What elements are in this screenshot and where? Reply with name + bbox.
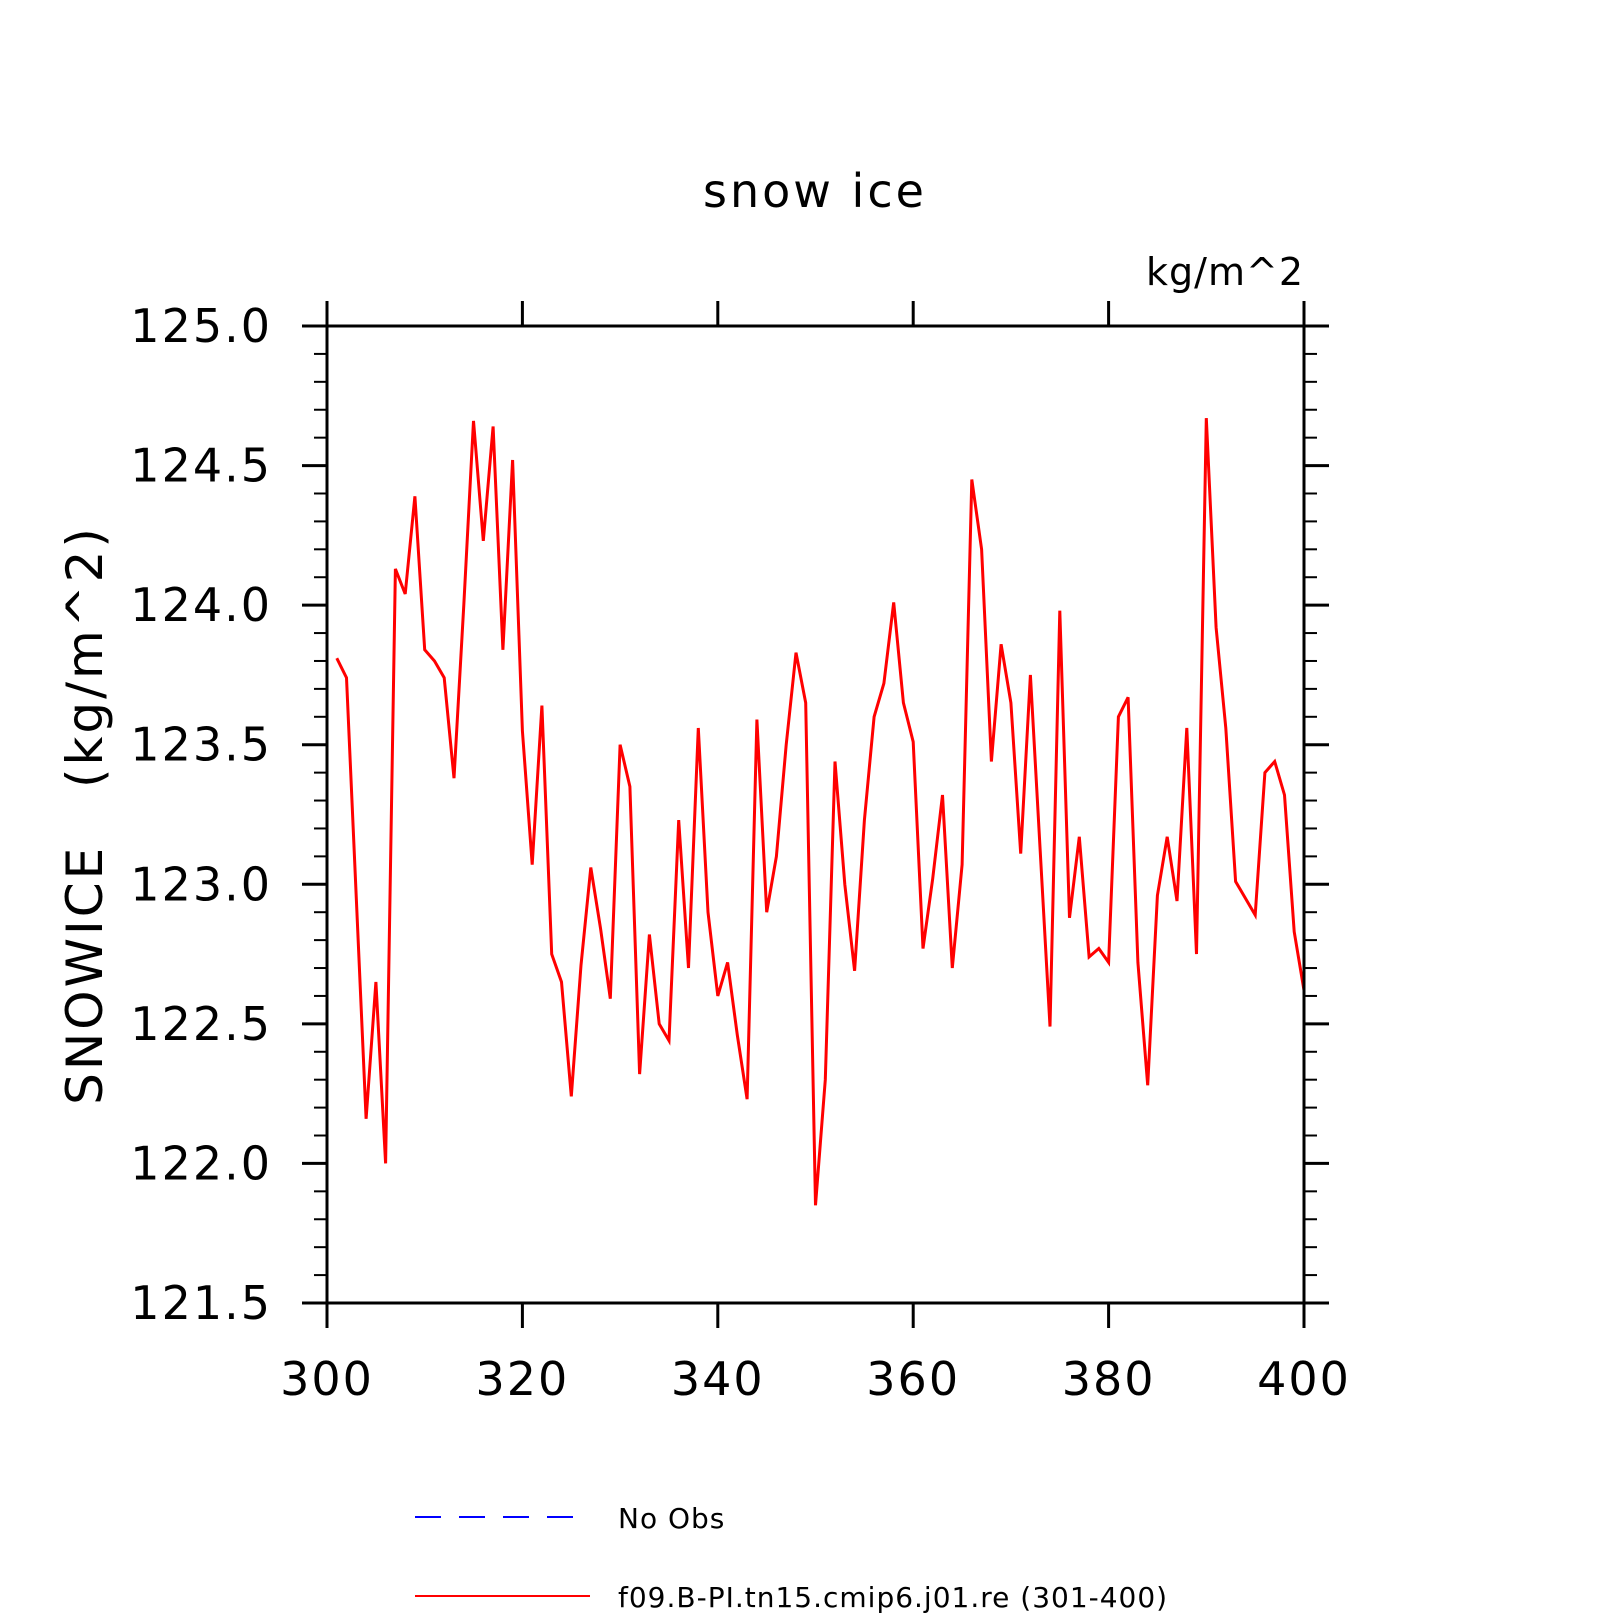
x-tick-label: 340 xyxy=(671,1352,765,1406)
y-tick-label: 122.0 xyxy=(130,1136,272,1190)
legend-label-model-run: f09.B-PI.tn15.cmip6.j01.re (301-400) xyxy=(618,1581,1168,1614)
y-tick-label: 123.0 xyxy=(130,857,272,911)
y-tick-label: 124.0 xyxy=(130,578,272,632)
legend-label-no-obs: No Obs xyxy=(618,1502,725,1535)
y-tick-label: 122.5 xyxy=(130,997,272,1051)
x-tick-label: 320 xyxy=(475,1352,569,1406)
plot-frame xyxy=(325,324,1306,1305)
axis-ticks xyxy=(302,301,1329,1328)
series-line-1 xyxy=(335,418,1306,1206)
y-tick-label: 124.5 xyxy=(130,439,272,493)
x-tick-label: 380 xyxy=(1062,1352,1156,1406)
x-tick-label: 300 xyxy=(280,1352,374,1406)
y-tick-label: 125.0 xyxy=(130,299,272,353)
x-tick-label: 400 xyxy=(1257,1352,1351,1406)
series-lines xyxy=(335,418,1306,1206)
chart-title: snow ice xyxy=(703,164,927,218)
x-tick-label: 360 xyxy=(866,1352,960,1406)
y-tick-label: 123.5 xyxy=(130,718,272,772)
tick-labels: 300 320 340 360 380 400 121.5 122.0 122.5 123.0 12… xyxy=(130,299,1351,1406)
y-tick-label: 121.5 xyxy=(130,1276,272,1330)
legend: No Obs f09.B-PI.tn15.cmip6.j01.re (301-4… xyxy=(415,1502,1168,1614)
units-label: kg/m^2 xyxy=(1146,250,1304,294)
y-axis-label: SNOWICE (kg/m^2) xyxy=(56,525,114,1105)
